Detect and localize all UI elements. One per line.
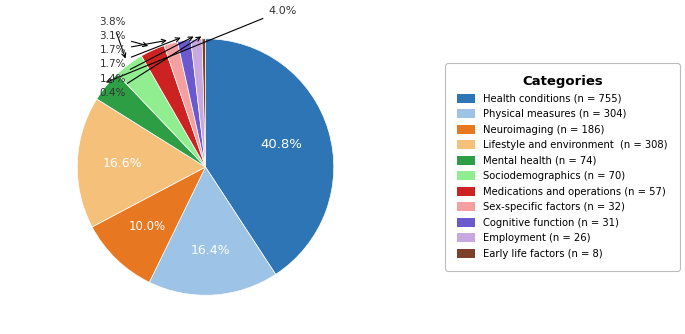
Text: 1.7%: 1.7% <box>99 38 179 69</box>
Text: 4.0%: 4.0% <box>107 6 297 82</box>
Wedge shape <box>117 56 206 167</box>
Text: 3.1%: 3.1% <box>99 31 147 46</box>
Wedge shape <box>149 167 275 295</box>
Wedge shape <box>164 42 206 167</box>
Wedge shape <box>97 74 206 167</box>
Text: 3.8%: 3.8% <box>99 17 126 57</box>
Wedge shape <box>177 40 205 167</box>
Text: 1.4%: 1.4% <box>99 37 192 84</box>
Wedge shape <box>77 99 206 227</box>
Text: 16.6%: 16.6% <box>102 157 142 170</box>
Wedge shape <box>202 39 206 167</box>
Wedge shape <box>142 46 206 167</box>
Text: 16.4%: 16.4% <box>191 244 231 257</box>
Wedge shape <box>190 39 205 167</box>
Text: 0.4%: 0.4% <box>99 37 200 98</box>
Text: 40.8%: 40.8% <box>261 138 303 151</box>
Text: 1.7%: 1.7% <box>99 39 166 55</box>
Legend: Health conditions (n = 755), Physical measures (n = 304), Neuroimaging (n = 186): Health conditions (n = 755), Physical me… <box>448 66 677 268</box>
Wedge shape <box>92 167 206 282</box>
Text: 10.0%: 10.0% <box>129 220 166 233</box>
Wedge shape <box>206 39 334 274</box>
